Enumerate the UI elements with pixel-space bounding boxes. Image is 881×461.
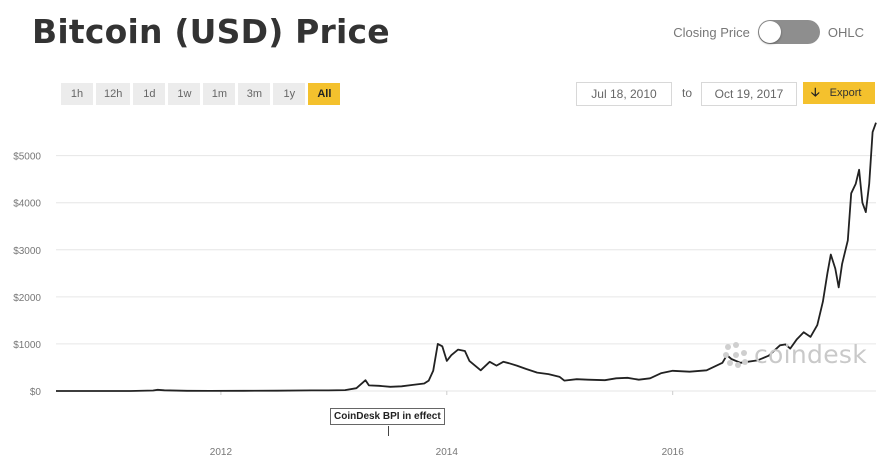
y-tick-label: $4000 <box>13 199 41 210</box>
date-to-input[interactable]: Oct 19, 2017 <box>701 82 797 106</box>
price-mode-toggle[interactable] <box>757 20 820 44</box>
export-button[interactable]: 🡣 Export <box>803 82 875 104</box>
bpi-annotation: CoinDesk BPI in effect <box>330 408 445 425</box>
page-title: Bitcoin (USD) Price <box>32 12 390 51</box>
range-button-1w[interactable]: 1w <box>168 83 201 105</box>
y-tick-label: $2000 <box>13 293 41 304</box>
download-arrow-icon: 🡣 <box>811 84 820 99</box>
y-tick-label: $5000 <box>13 152 41 163</box>
ohlc-label: OHLC <box>827 24 864 40</box>
y-tick-label: $0 <box>30 387 42 398</box>
y-tick-label: $1000 <box>13 340 41 351</box>
x-tick-label: 2012 <box>210 447 233 458</box>
y-tick-label: $3000 <box>13 246 41 257</box>
price-line <box>56 122 877 392</box>
coindesk-logo-icon <box>723 341 748 368</box>
range-button-3m[interactable]: 3m <box>238 83 271 105</box>
date-range-to-label: to <box>682 86 693 100</box>
date-from-input[interactable]: Jul 18, 2010 <box>576 82 672 106</box>
toggle-knob[interactable] <box>758 21 781 43</box>
range-button-all[interactable]: All <box>308 83 341 105</box>
x-tick-label: 2014 <box>436 447 459 458</box>
price-mode-toggle-group: Closing Price OHLC <box>673 20 864 44</box>
range-button-1h[interactable]: 1h <box>61 83 93 105</box>
range-button-1y[interactable]: 1y <box>273 83 306 105</box>
range-button-1m[interactable]: 1m <box>203 83 236 105</box>
range-button-1d[interactable]: 1d <box>133 83 166 105</box>
closing-price-label: Closing Price <box>673 24 750 40</box>
watermark-text: coindesk <box>754 340 867 369</box>
export-label: Export <box>829 87 862 99</box>
annotation-marker <box>388 426 389 436</box>
range-selector: 1h 12h 1d 1w 1m 3m 1y All <box>61 83 341 105</box>
coindesk-watermark: coindesk <box>722 340 867 369</box>
range-button-12h[interactable]: 12h <box>96 83 131 105</box>
x-tick-label: 2016 <box>662 447 685 458</box>
